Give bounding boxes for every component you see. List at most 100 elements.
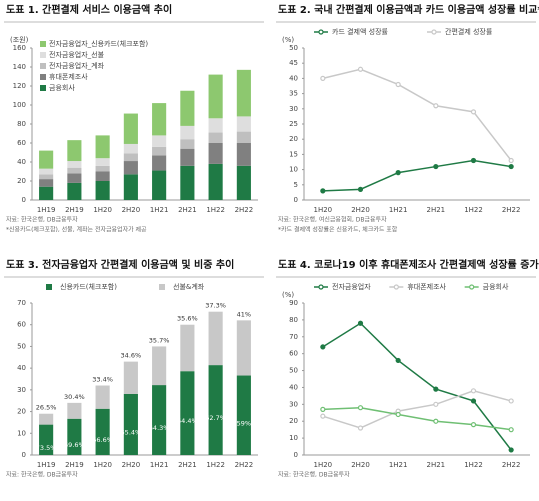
y-tick-label: 50 [289, 367, 298, 375]
legend-marker [393, 284, 399, 290]
bar-segment [152, 170, 167, 200]
legend-marker [469, 284, 475, 290]
x-tick-label: 1H22 [464, 206, 483, 214]
y-tick-label: 40 [17, 364, 26, 372]
data-label: 30.4% [64, 393, 85, 401]
bar-segment [236, 131, 251, 143]
y-tick-label: 160 [13, 44, 26, 52]
x-tick-label: 2H21 [427, 206, 446, 214]
x-tick-label: 2H22 [235, 461, 254, 469]
bar-segment [39, 179, 54, 187]
x-tick-label: 1H21 [389, 461, 408, 469]
data-label: 64.4% [177, 417, 198, 425]
y-tick-label: 60 [17, 321, 26, 329]
data-label: 33.4% [92, 376, 113, 384]
point [357, 320, 364, 326]
x-tick-label: 2H20 [351, 461, 370, 469]
legend-label: 전자금융업자_신용카드(체크포함) [49, 39, 148, 48]
bar-segment [39, 413, 54, 425]
bar-segment [152, 385, 167, 455]
bar-segment [67, 167, 82, 174]
y-tick-label: 80 [289, 316, 298, 324]
x-tick-label: 1H21 [150, 461, 169, 469]
legend-label: 신용카드(체크포함) [60, 282, 117, 291]
bar-segment [39, 150, 54, 169]
bar-segment [180, 148, 195, 166]
bar-segment [95, 135, 110, 159]
legend-label: 휴대폰제조사 [49, 72, 88, 81]
y-tick-label: 90 [289, 299, 298, 307]
y-tick-label: 120 [13, 82, 26, 90]
x-tick-label: 2H22 [235, 206, 254, 214]
legend-swatch [159, 284, 165, 290]
point [508, 447, 514, 453]
y-tick-label: 10 [289, 166, 298, 174]
y-axis-label: (%) [282, 36, 294, 44]
point [357, 405, 364, 411]
data-label: 35.6% [177, 315, 198, 323]
point [320, 75, 326, 82]
line [322, 406, 512, 431]
bar-segment [236, 116, 251, 132]
bar-segment [208, 365, 223, 455]
y-axis-label: (%) [282, 291, 294, 299]
bar-segment [95, 385, 110, 409]
footnote: 자료: 한국은행, 여신금융협회, DB금융투자 [278, 216, 387, 224]
bar-segment [208, 143, 223, 164]
bar-segment [39, 424, 54, 455]
legend-swatch [40, 41, 46, 47]
data-label: 37.3% [205, 302, 226, 310]
y-tick-label: 70 [17, 299, 26, 307]
footnote: 자료: 한국은행, DB금융투자 [6, 471, 78, 479]
data-label: 59% [237, 419, 251, 427]
y-tick-label: 30 [17, 386, 26, 394]
point [470, 388, 477, 394]
bar-segment [123, 153, 138, 162]
point [357, 425, 364, 431]
y-tick-label: 35 [289, 90, 298, 98]
line [322, 159, 512, 192]
x-tick-label: 1H19 [37, 461, 56, 469]
bar-segment [152, 346, 167, 386]
bar-segment [39, 168, 54, 175]
bar-segment [95, 408, 110, 455]
x-tick-label: 2H21 [178, 206, 197, 214]
legend-label: 카드 결제액 성장률 [332, 27, 389, 36]
bar-segment [208, 163, 223, 200]
y-tick-label: 70 [289, 333, 298, 341]
bar-segment [180, 90, 195, 126]
bar-segment [123, 361, 138, 394]
footnote: *신용카드(체크포함), 선불, 계좌는 전자금융업자가 제공 [6, 226, 147, 234]
legend-label: 전자금융업자_계좌 [49, 61, 105, 70]
line [322, 322, 512, 451]
data-label: 66.6% [92, 436, 113, 444]
bar-segment [123, 161, 138, 175]
bar-segment [67, 140, 82, 162]
legend-marker [318, 284, 324, 290]
point [470, 398, 477, 404]
bar-segment [123, 143, 138, 154]
bar-segment [67, 418, 82, 455]
y-tick-label: 5 [294, 181, 298, 189]
y-tick-label: 80 [17, 120, 26, 128]
x-tick-label: 2H22 [502, 461, 521, 469]
bar-segment [39, 186, 54, 200]
legend-label: 금융회사 [483, 282, 509, 291]
y-tick-label: 0 [22, 196, 26, 204]
y-axis-label: (조원) [10, 35, 29, 44]
x-tick-label: 1H22 [464, 461, 483, 469]
bar-segment [152, 103, 167, 136]
x-tick-label: 2H20 [351, 206, 370, 214]
bar-segment [236, 143, 251, 166]
y-tick-label: 20 [17, 408, 26, 416]
point [433, 401, 439, 407]
y-tick-label: 20 [289, 135, 298, 143]
bar-segment [236, 165, 251, 200]
legend-label: 간편결제 성장률 [445, 27, 493, 36]
legend-swatch [46, 284, 52, 290]
point [470, 109, 477, 115]
point [433, 103, 439, 109]
point [320, 413, 326, 419]
bar-segment [208, 132, 223, 143]
